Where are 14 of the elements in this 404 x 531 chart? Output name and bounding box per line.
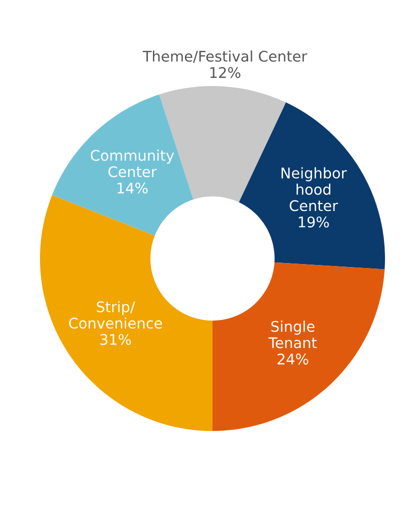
slice-label: Strip/ Convenience bbox=[69, 301, 162, 329]
data-label: 14% bbox=[118, 182, 148, 194]
data-label: 24% bbox=[278, 354, 308, 365]
donut-slice bbox=[52, 94, 194, 236]
slice-label: Neighbor hood Center bbox=[282, 167, 347, 212]
donut-slice bbox=[238, 102, 385, 270]
data-label: 12% bbox=[210, 67, 240, 78]
slice-label: Single Tenant bbox=[268, 320, 317, 348]
donut-slice bbox=[212, 262, 385, 431]
slice-label: Community Center bbox=[90, 150, 174, 178]
donut-slice bbox=[40, 195, 212, 431]
data-label: 31% bbox=[100, 334, 131, 345]
data-label: 19% bbox=[298, 216, 329, 228]
slice-label: Theme/Festival Center bbox=[142, 50, 308, 63]
